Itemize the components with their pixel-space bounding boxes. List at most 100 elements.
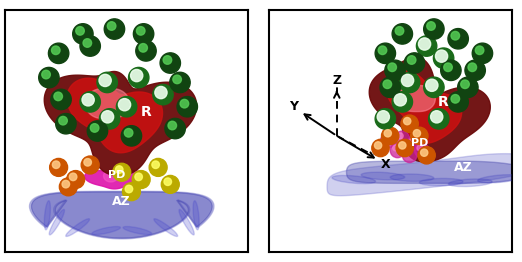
Circle shape [441, 60, 461, 80]
Circle shape [135, 173, 143, 181]
Circle shape [390, 143, 405, 158]
Circle shape [407, 136, 422, 150]
Circle shape [173, 75, 182, 84]
Circle shape [401, 74, 414, 86]
Circle shape [377, 111, 389, 123]
Circle shape [180, 99, 188, 108]
Circle shape [90, 124, 99, 132]
Circle shape [62, 180, 69, 188]
Circle shape [378, 46, 387, 54]
Ellipse shape [332, 176, 375, 184]
Circle shape [402, 148, 417, 162]
Circle shape [59, 116, 67, 125]
Circle shape [375, 43, 396, 63]
Circle shape [84, 159, 91, 166]
Text: X: X [381, 159, 390, 172]
Circle shape [97, 72, 117, 93]
Circle shape [164, 178, 172, 185]
Circle shape [50, 159, 67, 176]
Circle shape [116, 96, 137, 117]
Circle shape [431, 111, 443, 123]
Circle shape [51, 89, 71, 110]
Circle shape [380, 77, 400, 97]
Polygon shape [44, 72, 197, 176]
Circle shape [451, 31, 459, 40]
Circle shape [401, 115, 418, 132]
Circle shape [132, 171, 150, 189]
Circle shape [83, 39, 91, 47]
Circle shape [418, 147, 435, 164]
Polygon shape [369, 57, 490, 162]
Circle shape [458, 77, 478, 97]
Circle shape [392, 92, 412, 112]
Circle shape [419, 38, 431, 50]
Circle shape [382, 127, 399, 145]
Text: AZ: AZ [112, 195, 131, 208]
Ellipse shape [44, 201, 50, 230]
Circle shape [136, 26, 145, 35]
Circle shape [411, 127, 428, 145]
Circle shape [60, 178, 77, 196]
Circle shape [388, 63, 397, 72]
Circle shape [149, 159, 167, 176]
Circle shape [108, 22, 116, 30]
Circle shape [461, 80, 469, 89]
Circle shape [168, 121, 176, 130]
Circle shape [104, 19, 125, 39]
Circle shape [465, 60, 485, 80]
Circle shape [375, 109, 396, 129]
Circle shape [421, 149, 428, 156]
Polygon shape [327, 154, 522, 196]
Circle shape [101, 111, 114, 123]
Circle shape [155, 86, 167, 99]
Circle shape [435, 50, 448, 62]
Text: PD: PD [411, 138, 428, 148]
Circle shape [405, 150, 411, 156]
Circle shape [128, 67, 149, 88]
Circle shape [476, 46, 484, 54]
Circle shape [393, 145, 398, 151]
Circle shape [81, 156, 99, 174]
Circle shape [385, 60, 405, 80]
Circle shape [52, 46, 60, 54]
Circle shape [99, 74, 111, 86]
Circle shape [399, 72, 420, 93]
Circle shape [448, 29, 468, 49]
Circle shape [395, 26, 404, 35]
Circle shape [468, 63, 477, 72]
Circle shape [396, 139, 413, 157]
Circle shape [69, 173, 77, 181]
Text: R: R [140, 105, 151, 119]
Circle shape [124, 129, 133, 137]
Circle shape [163, 56, 172, 64]
Circle shape [76, 26, 85, 35]
Circle shape [414, 143, 429, 158]
Polygon shape [397, 85, 435, 112]
Circle shape [417, 36, 437, 56]
Circle shape [121, 126, 141, 146]
Circle shape [427, 22, 435, 30]
Circle shape [170, 72, 190, 93]
Circle shape [444, 63, 452, 72]
Circle shape [424, 77, 444, 97]
Circle shape [82, 94, 94, 106]
Circle shape [123, 183, 140, 201]
Ellipse shape [49, 210, 64, 235]
Circle shape [134, 24, 154, 44]
Circle shape [410, 138, 416, 144]
Circle shape [407, 56, 416, 64]
Ellipse shape [390, 174, 434, 181]
Circle shape [404, 53, 425, 73]
Circle shape [139, 43, 147, 52]
Polygon shape [67, 78, 162, 153]
Circle shape [160, 53, 181, 73]
Circle shape [99, 109, 120, 129]
Circle shape [404, 117, 411, 125]
Circle shape [177, 96, 197, 117]
Circle shape [80, 36, 100, 56]
Circle shape [56, 113, 76, 134]
Circle shape [136, 41, 156, 61]
Polygon shape [103, 170, 118, 182]
Circle shape [394, 94, 407, 106]
Circle shape [49, 43, 69, 63]
